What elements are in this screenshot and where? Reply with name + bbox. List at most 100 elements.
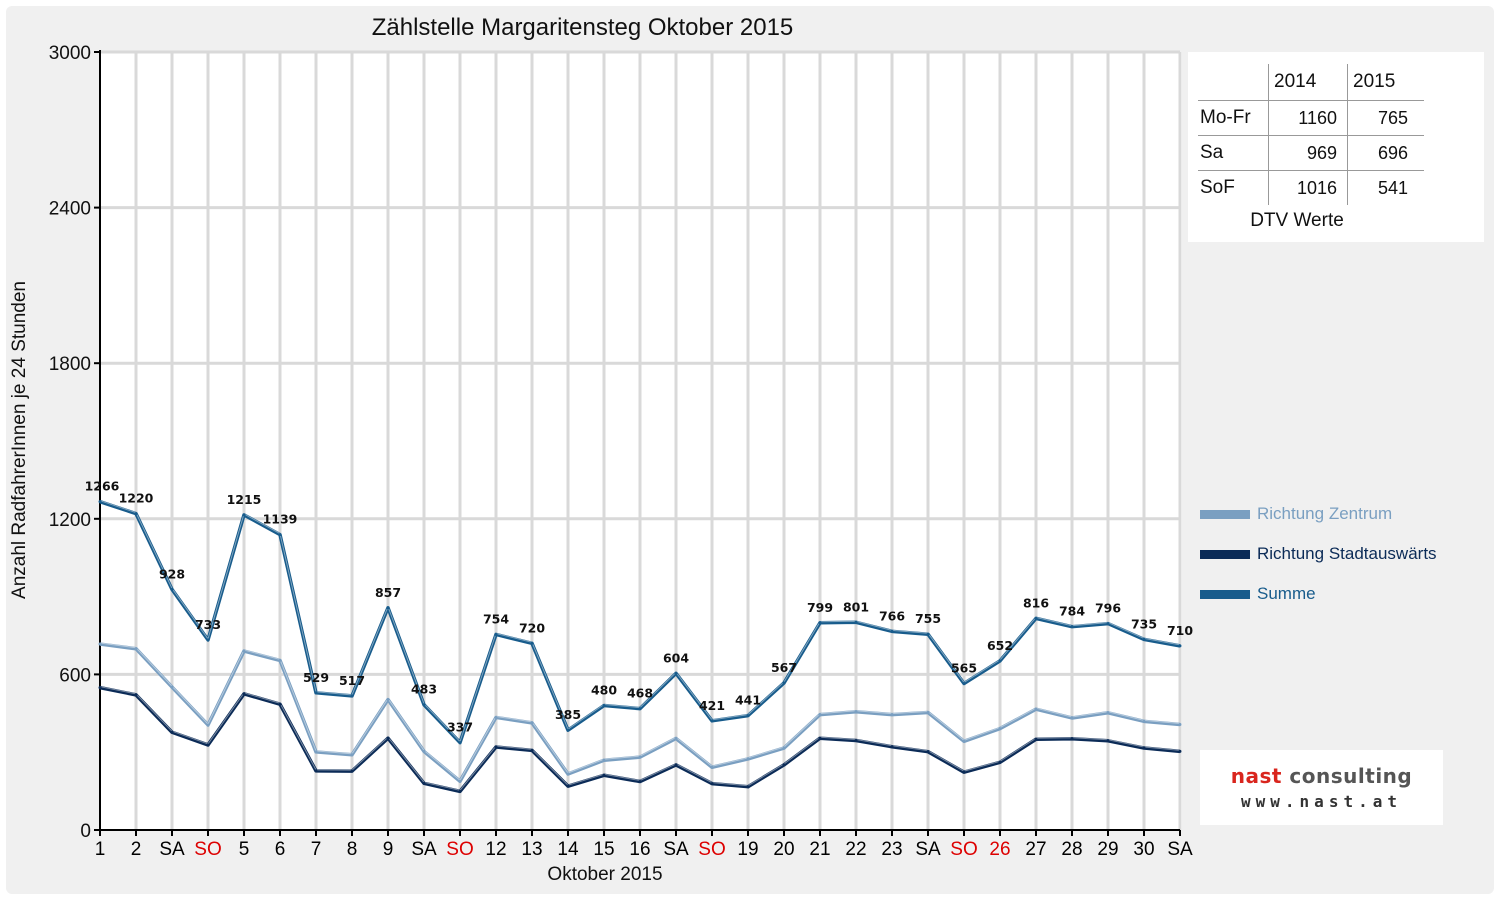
series-point bbox=[674, 736, 678, 740]
series-point bbox=[458, 741, 462, 745]
data-label: 720 bbox=[519, 620, 545, 635]
series-point bbox=[494, 745, 498, 749]
data-label: 796 bbox=[1095, 601, 1121, 616]
series-point bbox=[854, 739, 858, 743]
y-tick-label: 0 bbox=[80, 821, 91, 842]
x-tick-label: 14 bbox=[557, 839, 579, 860]
x-tick-label: 5 bbox=[239, 839, 250, 860]
legend-label: Richtung Stadtauswärts bbox=[1257, 544, 1437, 563]
x-tick-label: SO bbox=[446, 839, 473, 860]
series-point bbox=[1178, 749, 1182, 753]
series-point bbox=[170, 730, 174, 734]
x-axis-label: Oktober 2015 bbox=[547, 864, 663, 885]
data-label: 385 bbox=[555, 707, 581, 722]
series-point bbox=[242, 513, 246, 517]
data-label: 480 bbox=[591, 683, 617, 698]
logo-url: www.nast.at bbox=[1241, 792, 1402, 811]
data-label: 652 bbox=[987, 638, 1013, 653]
data-label: 441 bbox=[735, 693, 761, 708]
series-point bbox=[962, 681, 966, 685]
series-point bbox=[710, 719, 714, 723]
series-point bbox=[1106, 711, 1110, 715]
data-label: 1220 bbox=[119, 491, 154, 506]
y-tick-label: 2400 bbox=[49, 199, 91, 220]
x-tick-label: 27 bbox=[1025, 839, 1046, 860]
series-point bbox=[854, 620, 858, 624]
series-point bbox=[566, 784, 570, 788]
dtv-value-2015: 541 bbox=[1347, 170, 1424, 205]
series-point bbox=[170, 685, 174, 689]
series-point bbox=[890, 713, 894, 717]
series-point bbox=[98, 642, 102, 646]
series-point bbox=[854, 710, 858, 714]
x-tick-label: 19 bbox=[737, 839, 758, 860]
series-point bbox=[1070, 625, 1074, 629]
series-point bbox=[1142, 746, 1146, 750]
series-point bbox=[782, 681, 786, 685]
series-point bbox=[1034, 616, 1038, 620]
dtv-value-2015: 696 bbox=[1347, 135, 1424, 171]
legend-item-zentrum: Richtung Zentrum bbox=[1200, 494, 1437, 534]
x-tick-label: 30 bbox=[1133, 839, 1154, 860]
series-point bbox=[1034, 737, 1038, 741]
data-label: 928 bbox=[159, 566, 185, 581]
x-tick-label: SA bbox=[159, 839, 185, 860]
dtv-row-sa: Sa 969 696 bbox=[1198, 135, 1424, 171]
series-point bbox=[566, 772, 570, 776]
series-point bbox=[206, 743, 210, 747]
x-tick-label: 21 bbox=[809, 839, 830, 860]
series-point bbox=[998, 727, 1002, 731]
x-tick-label: SA bbox=[663, 839, 689, 860]
series-point bbox=[926, 750, 930, 754]
x-tick-label: 13 bbox=[521, 839, 542, 860]
data-label: 421 bbox=[699, 698, 725, 713]
data-label: 565 bbox=[951, 660, 977, 675]
dtv-header-empty bbox=[1198, 64, 1269, 101]
data-label: 816 bbox=[1023, 595, 1049, 610]
data-label: 483 bbox=[411, 682, 437, 697]
dtv-row-label: SoF bbox=[1198, 170, 1269, 205]
x-tick-label: SO bbox=[194, 839, 221, 860]
series-point bbox=[746, 757, 750, 761]
x-tick-label: 15 bbox=[593, 839, 614, 860]
data-label: 857 bbox=[375, 585, 401, 600]
x-tick-label: SA bbox=[411, 839, 437, 860]
series-point bbox=[1178, 644, 1182, 648]
series-point bbox=[1106, 622, 1110, 626]
series-point bbox=[1034, 707, 1038, 711]
grid-lines bbox=[100, 50, 1182, 830]
x-tick-label: 7 bbox=[311, 839, 322, 860]
dtv-row-mofr: Mo-Fr 1160 765 bbox=[1198, 100, 1424, 136]
series-point bbox=[530, 748, 534, 752]
x-tick-label: 29 bbox=[1097, 839, 1118, 860]
series-point bbox=[422, 703, 426, 707]
series-point bbox=[458, 779, 462, 783]
dtv-caption: DTV Werte bbox=[1250, 210, 1344, 231]
series-point bbox=[962, 770, 966, 774]
data-label: 337 bbox=[447, 720, 473, 735]
logo-word-nast: nast bbox=[1230, 764, 1282, 788]
series-point bbox=[926, 632, 930, 636]
logo-word-consulting: consulting bbox=[1289, 764, 1413, 788]
series-point bbox=[422, 749, 426, 753]
data-label: 567 bbox=[771, 660, 797, 675]
series-point bbox=[638, 755, 642, 759]
chart-title: Zählstelle Margaritensteg Oktober 2015 bbox=[371, 14, 794, 41]
series-point bbox=[746, 785, 750, 789]
series-point bbox=[1106, 739, 1110, 743]
series-point bbox=[962, 739, 966, 743]
data-label: 1215 bbox=[227, 492, 262, 507]
dtv-row-label: Sa bbox=[1198, 135, 1269, 171]
data-label: 733 bbox=[195, 617, 221, 632]
series-point bbox=[710, 765, 714, 769]
series-point bbox=[674, 671, 678, 675]
x-tick-label: SA bbox=[1167, 839, 1193, 860]
x-tick-label: 23 bbox=[881, 839, 902, 860]
legend-label: Summe bbox=[1257, 584, 1316, 603]
series-point bbox=[494, 632, 498, 636]
series-point bbox=[710, 782, 714, 786]
y-axis-label: Anzahl RadfahrerInnen je 24 Stunden bbox=[9, 281, 30, 599]
